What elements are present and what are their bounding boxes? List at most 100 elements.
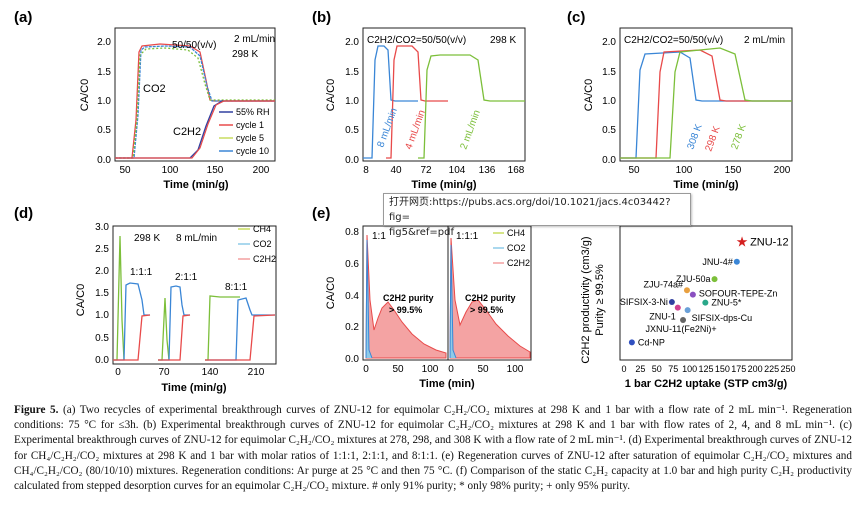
curve-co2-cycle5: [115, 47, 275, 159]
scatter-point-label: ZJU-74a#: [643, 279, 683, 289]
panel-a-annotation-temp: 298 K: [232, 49, 258, 60]
scatter-point-label: JXNU-11(Fe2Ni)+: [645, 324, 716, 334]
panel-e-purity-label-1: C2H2 purity: [383, 293, 434, 303]
xtick: 200: [774, 165, 791, 176]
xtick: 150: [725, 165, 742, 176]
tooltip-line-2: fig5&ref=pdf: [389, 227, 454, 238]
panel-b-xticks: 8 40 72 104 136 168: [363, 165, 525, 176]
curve-co2-811: [205, 297, 275, 361]
panel-a-xticks: 50 100 150 200: [119, 165, 269, 176]
scatter-point: [711, 276, 718, 283]
ytick: 2.5: [95, 244, 109, 255]
curve-ch4-211: [158, 297, 170, 361]
panel-b-yticks: 0.0 0.5 1.0 1.5 2.0: [345, 37, 359, 166]
panel-c: (c) 0.0 0.5 1.0 1.5 2.0 50 100 150 200 T…: [567, 9, 793, 191]
panel-a-yticks: 0.0 0.5 1.0 1.5 2.0: [97, 37, 111, 166]
legend-entry: cycle 10: [236, 146, 269, 156]
curve-4ml: [386, 45, 448, 159]
scatter-point-label: ZNU-12: [750, 236, 789, 248]
scatter-point: [733, 258, 740, 265]
xtick: 168: [508, 165, 525, 176]
caption-text: (a) Two recycles of experimental breakth…: [14, 404, 852, 493]
xtick: 100: [507, 364, 524, 375]
panel-c-label: (c): [567, 9, 585, 26]
panel-e-ylabel: CA/C0: [325, 277, 337, 309]
xtick: 50: [477, 364, 489, 375]
panel-d-legend: CH4 CO2 C2H2: [238, 224, 276, 264]
ytick: 1.5: [95, 288, 109, 299]
caption-lead: Figure 5.: [14, 404, 59, 416]
xtick: 50: [652, 364, 662, 374]
panel-f-frame: [619, 225, 793, 361]
ytick: 0.5: [95, 333, 109, 344]
panel-a-label: (a): [14, 9, 32, 26]
xtick: 72: [420, 165, 432, 176]
scatter-point: ★: [736, 233, 749, 249]
curve-c2h2-811: [205, 314, 276, 361]
scatter-point: [680, 317, 687, 324]
legend-entry: CH4: [507, 228, 525, 238]
panel-c-xlabel: Time (min/g): [673, 179, 739, 191]
panel-c-annotation-flow: 2 mL/min: [744, 35, 785, 46]
scatter-point-label: ZNU-5*: [711, 298, 741, 308]
legend-entry: 55% RH: [236, 107, 270, 117]
xtick: 250: [780, 364, 795, 374]
xtick: 125: [698, 364, 713, 374]
xtick: 225: [764, 364, 779, 374]
panel-e-frame: [362, 225, 532, 361]
panel-e-xlabel: Time (min): [419, 378, 475, 390]
xtick: 200: [748, 364, 763, 374]
ytick: 0.8: [345, 227, 359, 238]
scatter-point: [668, 299, 675, 306]
curve-278k: [620, 47, 792, 159]
ytick: 2.0: [95, 266, 109, 277]
panel-f: C2H2 productivity (cm3/g) Purity ≥ 99.5%…: [580, 225, 796, 390]
curve-8ml: [363, 45, 418, 159]
scatter-point-label: ZNU-1: [649, 312, 676, 322]
curve-ch4-111: [113, 235, 125, 361]
xtick: 100: [676, 165, 693, 176]
legend-entry: C2H2: [253, 254, 276, 264]
scatter-point-label: SIFSIX-dps-Cu: [692, 313, 753, 323]
ytick: 1.5: [602, 67, 616, 78]
xtick: 210: [248, 367, 265, 378]
panel-e: (e) 0.0 0.2 0.4 0.6 0.8 0 50 100 0 50 10…: [312, 205, 532, 390]
panel-a-annotation-ratio: 50/50(v/v): [172, 40, 216, 51]
panel-d-ylabel: CA/C0: [75, 284, 87, 316]
panel-d: (d) 0.0 0.5 1.0 1.5 2.0 2.5 3.0 0 70 140…: [14, 205, 277, 394]
ytick: 0.4: [345, 291, 359, 302]
xtick: 140: [202, 367, 219, 378]
panel-d-yticks: 0.0 0.5 1.0 1.5 2.0 2.5 3.0: [95, 222, 109, 366]
panel-a: (a) 0.0 0.5 1.0 1.5 2.0 50 100 150 200 T…: [14, 9, 276, 191]
curve-c2h2-cycle1: [115, 100, 275, 159]
panel-c-ylabel: CA/C0: [583, 79, 595, 111]
ytick: 1.5: [345, 67, 359, 78]
xtick: 40: [390, 165, 402, 176]
panel-c-frame: [619, 27, 793, 162]
xtick: 8: [363, 165, 369, 176]
ytick: 0.2: [345, 322, 359, 333]
curve-co2-cycle1: [115, 43, 275, 159]
ytick: 1.0: [95, 310, 109, 321]
panel-b-ylabel: CA/C0: [325, 79, 337, 111]
legend-entry: CO2: [253, 239, 272, 249]
panel-e-xticks: 0 50 100 0 50 100: [363, 364, 524, 375]
scatter-point-label: Cd-NP: [638, 337, 665, 347]
scatter-point: [628, 339, 635, 346]
legend-entry: cycle 1: [236, 120, 264, 130]
figure-5: (a) 0.0 0.5 1.0 1.5 2.0 50 100 150 200 T…: [14, 9, 796, 394]
panel-a-co2-label: CO2: [143, 83, 166, 95]
ytick: 0.0: [97, 155, 111, 166]
scatter-point: [689, 291, 696, 298]
xtick: 175: [731, 364, 746, 374]
panel-b-flow-2: 2 mL/min: [458, 109, 482, 151]
panel-d-xlabel: Time (min/g): [161, 382, 227, 394]
xtick: 75: [668, 364, 678, 374]
ytick: 2.0: [345, 37, 359, 48]
curve-co2-211: [158, 285, 190, 361]
panel-e-yticks: 0.0 0.2 0.4 0.6 0.8: [345, 227, 359, 365]
panel-a-frame: [114, 27, 276, 162]
xtick: 150: [207, 165, 224, 176]
panel-e-legend: CH4 CO2 C2H2: [493, 228, 530, 268]
scatter-point-label: SOFOUR-TEPE-Zn: [699, 289, 778, 299]
